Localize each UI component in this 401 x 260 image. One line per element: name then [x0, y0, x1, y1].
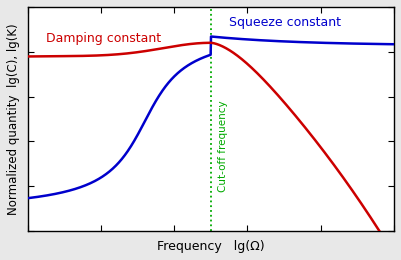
- Text: Damping constant: Damping constant: [46, 32, 161, 45]
- Text: Cut-off frequency: Cut-off frequency: [218, 100, 228, 192]
- Text: Squeeze constant: Squeeze constant: [229, 16, 341, 29]
- X-axis label: Frequency   lg(Ω): Frequency lg(Ω): [157, 240, 265, 253]
- Y-axis label: Normalized quantity  lg(C), lg(K): Normalized quantity lg(C), lg(K): [7, 23, 20, 215]
